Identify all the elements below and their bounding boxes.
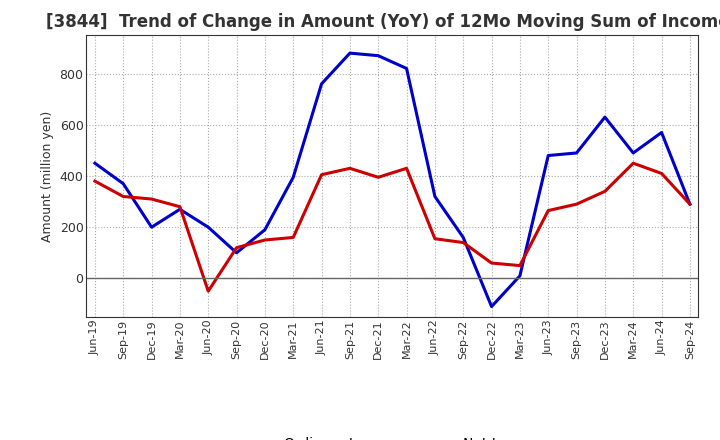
Ordinary Income bbox=[487, 304, 496, 309]
Ordinary Income bbox=[346, 51, 354, 56]
Ordinary Income bbox=[402, 66, 411, 71]
Net Income bbox=[657, 171, 666, 176]
Ordinary Income bbox=[600, 114, 609, 120]
Net Income bbox=[289, 235, 297, 240]
Net Income bbox=[402, 166, 411, 171]
Ordinary Income bbox=[318, 81, 326, 87]
Net Income bbox=[516, 263, 524, 268]
Net Income bbox=[176, 204, 184, 209]
Ordinary Income bbox=[289, 175, 297, 180]
Net Income bbox=[487, 260, 496, 266]
Ordinary Income bbox=[544, 153, 552, 158]
Ordinary Income bbox=[431, 194, 439, 199]
Line: Net Income: Net Income bbox=[95, 163, 690, 291]
Net Income bbox=[685, 202, 694, 207]
Ordinary Income bbox=[204, 224, 212, 230]
Y-axis label: Amount (million yen): Amount (million yen) bbox=[41, 110, 54, 242]
Legend: Ordinary Income, Net Income: Ordinary Income, Net Income bbox=[237, 431, 548, 440]
Ordinary Income bbox=[516, 273, 524, 279]
Net Income bbox=[600, 189, 609, 194]
Ordinary Income bbox=[374, 53, 382, 59]
Ordinary Income bbox=[233, 250, 241, 256]
Ordinary Income bbox=[685, 202, 694, 207]
Ordinary Income bbox=[148, 224, 156, 230]
Net Income bbox=[459, 240, 467, 245]
Net Income bbox=[431, 236, 439, 242]
Net Income bbox=[119, 194, 127, 199]
Ordinary Income bbox=[572, 150, 581, 156]
Net Income bbox=[261, 237, 269, 242]
Ordinary Income bbox=[119, 181, 127, 186]
Net Income bbox=[204, 289, 212, 294]
Net Income bbox=[148, 196, 156, 202]
Ordinary Income bbox=[657, 130, 666, 135]
Line: Ordinary Income: Ordinary Income bbox=[95, 53, 690, 307]
Net Income bbox=[544, 208, 552, 213]
Net Income bbox=[91, 179, 99, 184]
Net Income bbox=[572, 202, 581, 207]
Net Income bbox=[346, 166, 354, 171]
Net Income bbox=[374, 175, 382, 180]
Ordinary Income bbox=[91, 161, 99, 166]
Ordinary Income bbox=[629, 150, 637, 156]
Net Income bbox=[629, 161, 637, 166]
Ordinary Income bbox=[459, 235, 467, 240]
Ordinary Income bbox=[261, 227, 269, 232]
Title: [3844]  Trend of Change in Amount (YoY) of 12Mo Moving Sum of Incomes: [3844] Trend of Change in Amount (YoY) o… bbox=[45, 13, 720, 31]
Net Income bbox=[318, 172, 326, 177]
Net Income bbox=[233, 245, 241, 250]
Ordinary Income bbox=[176, 207, 184, 212]
